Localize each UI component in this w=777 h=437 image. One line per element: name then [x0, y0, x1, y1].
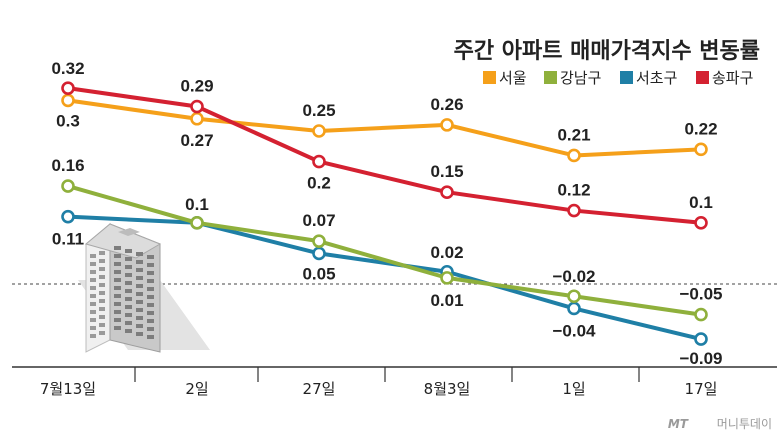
- data-point: [567, 148, 581, 163]
- legend-item-1: 서울: [483, 69, 527, 87]
- legend-swatch: [544, 71, 557, 84]
- series-line: [67, 86, 702, 225]
- legend-item-2: 강남구: [544, 69, 601, 87]
- data-label: −0.02: [552, 267, 595, 286]
- series-line: [67, 184, 702, 317]
- data-label: 0.07: [302, 211, 335, 230]
- data-point: [694, 216, 708, 230]
- data-point: [567, 289, 581, 304]
- legend-label: 서초구: [636, 69, 677, 87]
- legend-swatch: [696, 71, 709, 84]
- chart-title: 주간 아파트 매매가격지수 변동률: [454, 39, 760, 64]
- data-point: [694, 332, 708, 346]
- x-tick-label: 27일: [303, 380, 336, 398]
- legend-swatch: [620, 71, 633, 84]
- data-label: 0.26: [430, 95, 463, 114]
- data-point: [567, 301, 581, 316]
- data-label: 0.12: [557, 181, 590, 200]
- data-point: [312, 246, 326, 261]
- data-point: [312, 234, 326, 248]
- data-point: [190, 99, 204, 114]
- data-point: [312, 124, 326, 138]
- x-tick-label: 7월13일: [40, 380, 96, 398]
- data-label: −0.09: [679, 349, 722, 368]
- data-label: 0.01: [430, 291, 463, 310]
- data-label: 0.1: [185, 195, 209, 214]
- x-tick-label: 1일: [562, 380, 585, 398]
- apartment-building-icon: [78, 222, 210, 353]
- watermark-logo: MT: [668, 417, 689, 431]
- data-point: [61, 209, 75, 224]
- legend-label: 강남구: [560, 69, 601, 87]
- data-label: −0.05: [679, 285, 722, 304]
- data-point: [440, 118, 454, 132]
- data-label: 0.16: [51, 156, 84, 175]
- data-label: 0.2: [307, 174, 331, 193]
- data-label: 0.11: [52, 230, 84, 249]
- data-label: 0.05: [302, 264, 335, 283]
- data-label: 0.27: [180, 131, 213, 150]
- x-tick-label: 2일: [185, 380, 208, 398]
- legend-label: 송파구: [712, 69, 753, 87]
- data-label: 0.02: [430, 243, 463, 262]
- x-axis: 7월13일 2일 27일 8월3일 1일 17일: [40, 367, 718, 398]
- data-point: [312, 154, 326, 169]
- data-label: −0.04: [552, 321, 596, 340]
- data-label: 0.1: [689, 193, 713, 212]
- watermark: MT 머니투데이: [668, 417, 772, 431]
- data-point: [190, 216, 204, 230]
- x-tick-label: 17일: [685, 380, 718, 398]
- data-point: [694, 142, 708, 157]
- legend: 서울 강남구 서초구 송파구: [483, 69, 753, 87]
- value-labels: 0.3 0.27 0.25 0.26 0.21 0.22 0.16 0.1 0.07 0.01 −0…: [51, 59, 722, 368]
- data-point: [694, 307, 708, 322]
- series-1: [61, 93, 708, 163]
- data-point: [61, 179, 75, 193]
- legend-swatch: [483, 71, 496, 84]
- watermark-text: 머니투데이: [717, 417, 772, 431]
- data-point: [61, 93, 75, 108]
- legend-label: 서울: [499, 69, 527, 87]
- legend-item-3: 서초구: [620, 69, 677, 87]
- data-label: 0.22: [684, 119, 717, 138]
- series-4: [61, 81, 708, 230]
- data-point: [61, 81, 75, 95]
- series-2: [61, 179, 708, 322]
- data-label: 0.3: [56, 111, 80, 130]
- data-point: [440, 185, 454, 199]
- series-line: [67, 98, 702, 158]
- data-point: [190, 111, 204, 126]
- series-line: [67, 214, 702, 342]
- data-label: 0.29: [180, 77, 213, 96]
- data-point: [440, 271, 454, 285]
- data-point: [567, 203, 581, 218]
- data-label: 0.32: [51, 59, 84, 78]
- x-tick-label: 8월3일: [424, 380, 471, 398]
- legend-item-4: 송파구: [696, 69, 753, 87]
- data-label: 0.25: [302, 101, 335, 120]
- data-label: 0.15: [430, 162, 463, 181]
- series-layer: [61, 81, 708, 346]
- data-label: 0.21: [557, 125, 590, 144]
